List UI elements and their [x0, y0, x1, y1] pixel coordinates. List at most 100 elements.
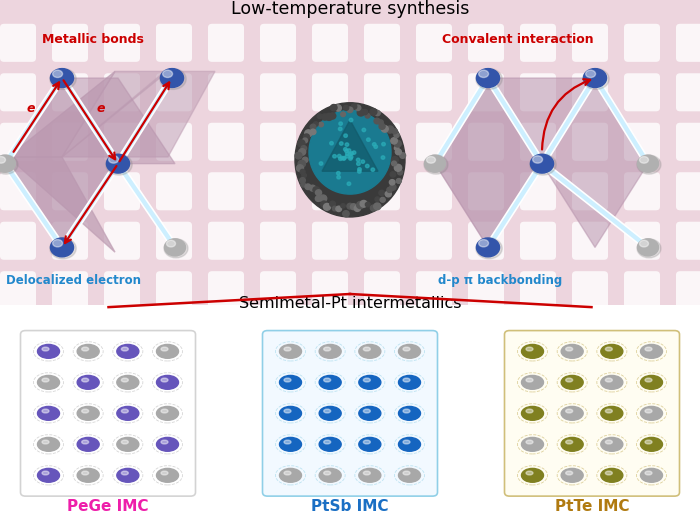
Circle shape [323, 204, 330, 210]
Ellipse shape [279, 406, 302, 421]
Ellipse shape [526, 440, 533, 444]
Ellipse shape [359, 468, 381, 482]
Ellipse shape [398, 468, 421, 482]
FancyBboxPatch shape [676, 74, 700, 111]
Circle shape [319, 195, 327, 202]
Circle shape [382, 156, 385, 159]
Ellipse shape [42, 347, 49, 351]
Ellipse shape [426, 156, 435, 163]
Ellipse shape [121, 378, 128, 382]
Circle shape [346, 152, 349, 156]
FancyBboxPatch shape [468, 123, 504, 161]
Ellipse shape [526, 471, 533, 475]
Circle shape [343, 211, 349, 217]
FancyBboxPatch shape [0, 222, 36, 260]
FancyBboxPatch shape [312, 123, 348, 161]
FancyBboxPatch shape [520, 74, 556, 111]
FancyBboxPatch shape [260, 123, 296, 161]
Ellipse shape [42, 471, 49, 475]
Circle shape [356, 162, 360, 165]
Circle shape [391, 161, 397, 166]
Ellipse shape [38, 344, 60, 358]
FancyBboxPatch shape [208, 123, 244, 161]
Ellipse shape [38, 375, 60, 390]
Circle shape [367, 138, 370, 141]
FancyBboxPatch shape [468, 74, 504, 111]
Circle shape [314, 122, 318, 127]
FancyBboxPatch shape [260, 271, 296, 309]
FancyBboxPatch shape [52, 74, 88, 111]
Circle shape [313, 187, 320, 193]
Circle shape [344, 148, 347, 151]
Ellipse shape [601, 406, 623, 421]
Ellipse shape [363, 440, 370, 444]
Circle shape [299, 149, 306, 155]
Circle shape [330, 201, 335, 206]
Text: d-p π backbonding: d-p π backbonding [438, 274, 562, 287]
Ellipse shape [638, 155, 659, 172]
FancyBboxPatch shape [416, 123, 452, 161]
Circle shape [332, 206, 337, 211]
Circle shape [345, 149, 349, 153]
Circle shape [326, 113, 332, 120]
Ellipse shape [640, 375, 662, 390]
FancyBboxPatch shape [0, 172, 36, 211]
Ellipse shape [42, 378, 49, 382]
Ellipse shape [157, 406, 178, 421]
FancyBboxPatch shape [572, 24, 608, 62]
Circle shape [300, 170, 305, 174]
Circle shape [337, 175, 340, 179]
Circle shape [379, 190, 384, 196]
FancyBboxPatch shape [624, 74, 660, 111]
Ellipse shape [403, 378, 410, 382]
FancyBboxPatch shape [624, 123, 660, 161]
Ellipse shape [160, 68, 186, 89]
FancyBboxPatch shape [505, 331, 680, 496]
Ellipse shape [50, 238, 76, 259]
Ellipse shape [601, 468, 623, 482]
Ellipse shape [566, 347, 573, 351]
Text: e: e [27, 102, 36, 116]
FancyBboxPatch shape [156, 172, 192, 211]
Ellipse shape [319, 406, 341, 421]
Text: PtSb IMC: PtSb IMC [312, 499, 388, 514]
Circle shape [302, 157, 308, 163]
Polygon shape [435, 78, 542, 247]
Ellipse shape [117, 375, 139, 390]
Ellipse shape [398, 437, 421, 452]
Ellipse shape [161, 378, 168, 382]
Ellipse shape [106, 154, 132, 175]
FancyBboxPatch shape [676, 172, 700, 211]
FancyBboxPatch shape [260, 24, 296, 62]
Ellipse shape [0, 156, 6, 163]
FancyBboxPatch shape [156, 74, 192, 111]
Ellipse shape [38, 406, 60, 421]
Ellipse shape [403, 409, 410, 413]
Circle shape [310, 129, 316, 134]
FancyBboxPatch shape [104, 271, 140, 309]
FancyBboxPatch shape [260, 74, 296, 111]
Ellipse shape [164, 239, 188, 258]
FancyBboxPatch shape [572, 74, 608, 111]
Circle shape [321, 114, 328, 120]
Ellipse shape [52, 70, 62, 78]
Ellipse shape [106, 154, 130, 173]
Ellipse shape [284, 440, 291, 444]
FancyBboxPatch shape [104, 222, 140, 260]
Ellipse shape [566, 378, 573, 382]
Circle shape [375, 197, 380, 202]
Ellipse shape [640, 468, 662, 482]
Ellipse shape [82, 378, 89, 382]
Ellipse shape [533, 156, 542, 163]
FancyBboxPatch shape [468, 271, 504, 309]
Circle shape [352, 151, 356, 154]
Ellipse shape [279, 375, 302, 390]
Ellipse shape [319, 437, 341, 452]
Circle shape [374, 118, 380, 124]
Circle shape [379, 123, 385, 129]
Ellipse shape [606, 347, 612, 351]
Circle shape [300, 177, 305, 183]
Ellipse shape [586, 70, 596, 78]
Ellipse shape [319, 375, 341, 390]
Ellipse shape [309, 110, 391, 194]
